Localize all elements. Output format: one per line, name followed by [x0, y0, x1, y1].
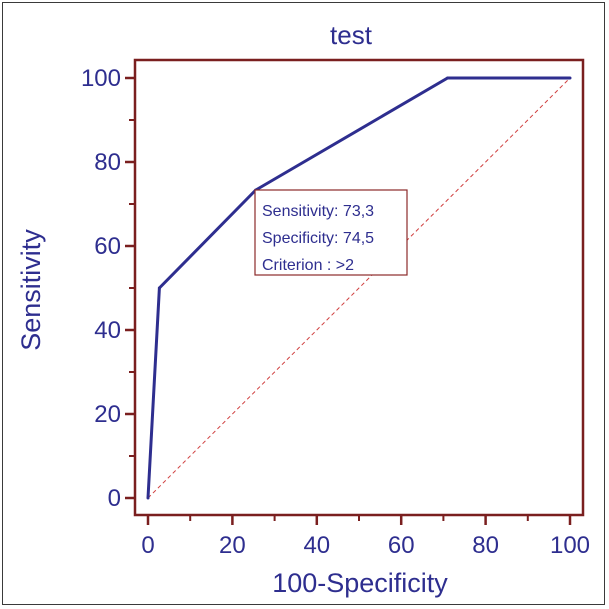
roc-point	[568, 76, 572, 80]
roc-point	[446, 76, 450, 80]
x-axis-title: 100-Specificity	[272, 568, 448, 598]
y-tick-label: 40	[94, 317, 121, 344]
y-tick-label: 20	[94, 401, 121, 428]
x-tick-label: 40	[303, 532, 330, 559]
y-tick-label: 60	[94, 233, 121, 260]
y-tick-label: 0	[108, 485, 121, 512]
y-tick-label: 80	[94, 149, 121, 176]
y-axis-title: Sensitivity	[16, 229, 46, 351]
annotation-specificity: Specificity: 74,5	[262, 230, 374, 247]
chart-title: test	[330, 20, 373, 50]
x-tick-label: 100	[550, 532, 590, 559]
criterion-annotation: Sensitivity: 73,3 Specificity: 74,5 Crit…	[254, 189, 408, 276]
roc-point	[146, 496, 150, 500]
x-tick-label: 20	[219, 532, 246, 559]
x-tick-label: 80	[472, 532, 499, 559]
annotation-sensitivity: Sensitivity: 73,3	[262, 203, 374, 220]
annotation-box	[254, 189, 408, 276]
y-tick-label: 100	[81, 65, 121, 92]
x-tick-label: 0	[141, 532, 154, 559]
y-axis-ticks: 0 20 40 60 80 100	[81, 65, 135, 512]
annotation-criterion: Criterion : >2	[262, 257, 354, 274]
reference-diagonal-line	[147, 77, 571, 499]
x-tick-label: 60	[388, 532, 415, 559]
roc-point	[157, 286, 161, 290]
x-axis-ticks: 0 20 40 60 80 100	[141, 515, 590, 559]
